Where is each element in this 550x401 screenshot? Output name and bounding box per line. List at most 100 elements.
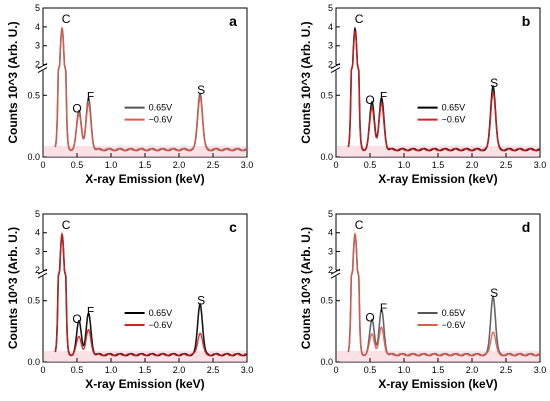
y-tick-label: 4	[328, 22, 333, 32]
series-line-1	[347, 232, 541, 357]
series-line-2	[54, 26, 247, 152]
panel-label: a	[229, 13, 237, 29]
peak-label-F: F	[87, 305, 94, 319]
peak-label-S: S	[197, 293, 205, 307]
x-tick-label: 2.5	[207, 160, 220, 170]
legend-label: −0.6V	[442, 320, 466, 330]
peak-label-O: O	[365, 93, 374, 107]
axis-break-mark	[37, 272, 48, 279]
series-line-1	[347, 26, 541, 152]
axis-break-mark	[330, 272, 341, 279]
axis-break-gap	[39, 270, 47, 277]
y-tick-label: 5	[35, 209, 40, 219]
x-tick-label: 1.5	[432, 160, 445, 170]
legend-label: −0.6V	[149, 320, 173, 330]
series-line-2	[347, 29, 540, 152]
legend-label: 0.65V	[149, 308, 173, 318]
chart-panel-d: 0 0.5 1.0 1.5 2.0 2.5 3.0 0.0 0.5 2 3 4 5 X-ray Emiss…	[299, 209, 546, 391]
peak-label-O: O	[72, 102, 81, 116]
x-axis-title: X-ray Emission (keV)	[378, 377, 497, 391]
y-tick-label: 5	[35, 3, 40, 13]
x-tick-label: 2.0	[173, 365, 186, 375]
y-tick-label: 2	[328, 265, 333, 275]
y-tick-label: 0.5	[320, 90, 333, 100]
peak-label-O: O	[72, 312, 81, 326]
y-axis-title: Counts 10^3 (Arb. U.)	[6, 227, 20, 349]
panel-label: c	[229, 219, 237, 235]
y-tick-label: 4	[35, 228, 40, 238]
peak-label-F: F	[380, 301, 387, 315]
axis-break-gap	[332, 270, 340, 277]
x-tick-label: 3.0	[241, 160, 254, 170]
x-tick-label: 2.0	[466, 365, 479, 375]
y-tick-label: 4	[35, 22, 40, 32]
x-tick-label: 1.0	[398, 160, 411, 170]
series-line-2	[54, 232, 247, 357]
x-tick-label: 2.5	[500, 160, 513, 170]
y-tick-label: 5	[328, 209, 333, 219]
peak-label-C: C	[62, 12, 71, 26]
plot-frame	[42, 7, 248, 158]
legend-label: 0.65V	[442, 308, 466, 318]
y-axis-title: Counts 10^3 (Arb. U.)	[6, 21, 20, 143]
x-tick-label: 2.5	[500, 365, 513, 375]
y-tick-label: 0.5	[27, 296, 40, 306]
legend-label: −0.6V	[442, 115, 466, 125]
peak-label-O: O	[365, 311, 374, 325]
x-tick-label: 0	[333, 160, 338, 170]
baseline-band	[337, 350, 539, 362]
series-line-2	[347, 232, 540, 357]
y-tick-label: 3	[328, 246, 333, 256]
peak-label-C: C	[355, 12, 364, 26]
peak-label-F: F	[380, 89, 387, 103]
x-tick-label: 1.5	[139, 365, 152, 375]
chart-panel-c: 0 0.5 1.0 1.5 2.0 2.5 3.0 0.0 0.5 2 3 4 5 X-ray Emiss…	[6, 209, 253, 391]
x-tick-label: 3.0	[534, 160, 547, 170]
y-tick-label: 5	[328, 3, 333, 13]
x-tick-label: 0	[40, 160, 45, 170]
x-tick-label: 2.0	[466, 160, 479, 170]
x-tick-label: 0.5	[364, 160, 377, 170]
x-tick-label: 0.5	[364, 365, 377, 375]
peak-label-S: S	[490, 76, 498, 90]
peak-label-S: S	[197, 83, 205, 97]
y-tick-label: 0.5	[27, 90, 40, 100]
peak-label-C: C	[62, 218, 71, 232]
legend-label: −0.6V	[149, 115, 173, 125]
legend-label: 0.65V	[442, 103, 466, 113]
peak-label-C: C	[355, 218, 364, 232]
y-axis-title: Counts 10^3 (Arb. U.)	[299, 227, 313, 349]
series-line-1	[54, 26, 248, 152]
series-line-1	[54, 232, 248, 357]
baseline-band	[44, 350, 246, 362]
y-tick-label: 0.0	[320, 152, 333, 162]
y-tick-label: 0.0	[27, 152, 40, 162]
x-tick-label: 1.0	[105, 160, 118, 170]
baseline-band	[337, 145, 539, 157]
x-axis-title: X-ray Emission (keV)	[85, 377, 204, 391]
y-tick-label: 3	[328, 41, 333, 51]
x-tick-label: 1.0	[398, 365, 411, 375]
x-tick-label: 1.5	[139, 160, 152, 170]
x-axis-title: X-ray Emission (keV)	[85, 172, 204, 186]
y-tick-label: 0.0	[27, 357, 40, 367]
plot-frame	[335, 7, 541, 158]
y-tick-label: 3	[35, 246, 40, 256]
x-tick-label: 1.5	[432, 365, 445, 375]
x-tick-label: 2.5	[207, 365, 220, 375]
chart-panel-a: 0 0.5 1.0 1.5 2.0 2.5 3.0 0.0 0.5 2 3 4 5 X-ray Emiss…	[6, 3, 253, 186]
x-tick-label: 1.0	[105, 365, 118, 375]
x-tick-label: 0.5	[71, 160, 84, 170]
axis-break-gap	[332, 64, 340, 71]
x-axis-title: X-ray Emission (keV)	[378, 172, 497, 186]
panel-label: d	[522, 219, 531, 235]
y-tick-label: 4	[328, 228, 333, 238]
y-tick-label: 0.5	[320, 296, 333, 306]
y-tick-label: 2	[35, 265, 40, 275]
y-tick-label: 2	[328, 60, 333, 70]
x-tick-label: 0.5	[71, 365, 84, 375]
y-tick-label: 0.0	[320, 357, 333, 367]
plot-frame	[335, 213, 541, 363]
baseline-band	[44, 145, 246, 157]
